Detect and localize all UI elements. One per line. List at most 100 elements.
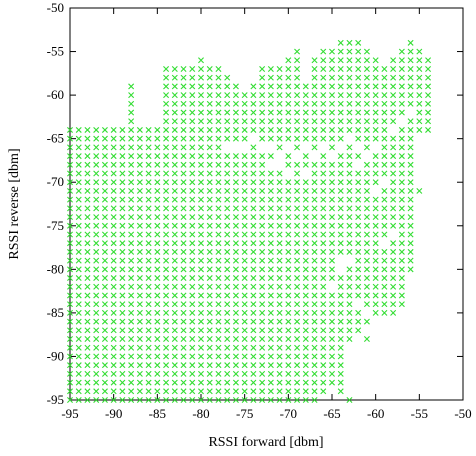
data-point <box>294 353 301 360</box>
data-point <box>285 222 292 229</box>
data-point <box>372 57 379 64</box>
data-point <box>163 275 170 282</box>
data-point <box>163 170 170 177</box>
data-point <box>67 222 73 229</box>
data-point <box>189 126 196 133</box>
data-point <box>171 179 178 186</box>
data-point <box>329 205 335 212</box>
data-point <box>84 214 91 221</box>
data-point <box>189 231 196 238</box>
data-point <box>381 118 388 125</box>
data-point <box>180 74 187 81</box>
data-point <box>259 379 266 386</box>
data-point <box>302 83 309 90</box>
data-point <box>320 301 327 308</box>
data-point <box>294 214 301 221</box>
data-point <box>250 266 257 273</box>
data-point <box>163 266 170 273</box>
data-point <box>363 92 370 99</box>
data-point <box>302 214 309 221</box>
data-point <box>145 240 152 247</box>
data-point <box>329 118 335 125</box>
data-point <box>390 179 397 186</box>
data-point <box>372 170 379 177</box>
data-point <box>363 275 370 282</box>
data-point <box>241 318 248 325</box>
data-point <box>119 161 126 168</box>
data-point <box>250 144 257 151</box>
data-point <box>180 126 187 133</box>
data-point <box>189 336 196 343</box>
data-point <box>189 397 196 403</box>
data-point <box>101 275 108 282</box>
data-point <box>337 379 344 386</box>
data-point <box>67 353 73 360</box>
data-point <box>267 266 274 273</box>
data-point <box>189 153 196 160</box>
data-point <box>171 275 178 282</box>
data-point <box>250 257 257 264</box>
data-point <box>128 266 135 273</box>
data-point <box>276 353 283 360</box>
data-point <box>285 362 292 369</box>
data-point <box>215 161 222 168</box>
data-point <box>101 266 108 273</box>
data-point <box>67 370 73 377</box>
data-point <box>224 388 231 395</box>
data-point <box>381 205 388 212</box>
data-point <box>337 353 344 360</box>
data-point <box>67 318 73 325</box>
data-point <box>329 187 335 194</box>
data-point <box>407 100 414 107</box>
data-point <box>206 275 213 282</box>
data-point <box>128 301 135 308</box>
data-point <box>250 187 257 194</box>
data-point <box>224 231 231 238</box>
data-point <box>232 336 239 343</box>
data-point <box>259 388 266 395</box>
data-point <box>119 170 126 177</box>
data-point <box>267 318 274 325</box>
data-point <box>67 248 73 255</box>
data-point <box>363 318 370 325</box>
data-point <box>346 100 353 107</box>
data-point <box>346 92 353 99</box>
data-point <box>250 388 257 395</box>
data-point <box>224 344 231 351</box>
data-point <box>215 379 222 386</box>
data-point <box>250 309 257 316</box>
data-point <box>215 344 222 351</box>
data-point <box>171 92 178 99</box>
data-point <box>154 370 161 377</box>
data-point <box>250 344 257 351</box>
data-point <box>215 109 222 116</box>
data-point <box>163 135 170 142</box>
data-point <box>363 161 370 168</box>
data-point <box>294 100 301 107</box>
data-point <box>84 179 91 186</box>
data-point <box>136 126 143 133</box>
data-point <box>259 231 266 238</box>
data-point <box>110 257 117 264</box>
data-point <box>294 48 301 55</box>
data-point <box>163 370 170 377</box>
data-point <box>372 153 379 160</box>
data-point <box>198 109 204 116</box>
data-point <box>206 301 213 308</box>
data-point <box>346 327 353 334</box>
data-point <box>154 336 161 343</box>
data-point <box>346 336 353 343</box>
data-point <box>128 205 135 212</box>
data-point <box>241 292 248 299</box>
data-point <box>180 65 187 72</box>
data-point <box>311 74 318 81</box>
data-point <box>67 144 73 151</box>
data-point <box>145 362 152 369</box>
data-point <box>241 266 248 273</box>
data-point <box>320 318 327 325</box>
data-point <box>320 370 327 377</box>
data-point <box>398 153 405 160</box>
data-point <box>259 92 266 99</box>
data-point <box>154 327 161 334</box>
data-point <box>311 336 318 343</box>
